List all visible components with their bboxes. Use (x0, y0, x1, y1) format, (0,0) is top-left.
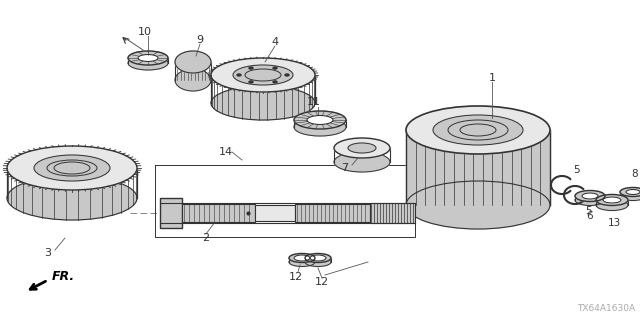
Text: 11: 11 (307, 97, 321, 107)
FancyBboxPatch shape (160, 198, 182, 228)
Ellipse shape (334, 138, 390, 158)
Ellipse shape (211, 86, 315, 120)
Ellipse shape (211, 58, 315, 92)
Ellipse shape (175, 69, 211, 91)
Ellipse shape (273, 67, 277, 69)
Bar (295, 204, 370, 222)
Ellipse shape (305, 258, 331, 267)
Ellipse shape (310, 255, 326, 261)
Ellipse shape (54, 162, 90, 174)
Ellipse shape (620, 191, 640, 201)
Polygon shape (406, 130, 550, 205)
Ellipse shape (289, 253, 315, 262)
Ellipse shape (575, 190, 605, 202)
Ellipse shape (307, 116, 333, 124)
Text: 2: 2 (202, 233, 209, 243)
Text: 6: 6 (587, 211, 593, 221)
Ellipse shape (406, 181, 550, 229)
Ellipse shape (348, 143, 376, 153)
Ellipse shape (596, 199, 628, 211)
Text: 5: 5 (586, 206, 592, 216)
Ellipse shape (626, 189, 640, 195)
Ellipse shape (575, 195, 605, 205)
Bar (182, 204, 255, 222)
Ellipse shape (620, 188, 640, 196)
Ellipse shape (128, 56, 168, 70)
Ellipse shape (596, 195, 628, 205)
Ellipse shape (334, 152, 390, 172)
Ellipse shape (249, 67, 253, 69)
Ellipse shape (294, 111, 346, 129)
Ellipse shape (582, 193, 598, 199)
Text: TX64A1630A: TX64A1630A (577, 304, 635, 313)
Ellipse shape (233, 65, 293, 85)
Text: 4: 4 (271, 37, 278, 47)
Ellipse shape (433, 115, 523, 145)
Text: 7: 7 (341, 163, 349, 173)
Ellipse shape (128, 51, 168, 65)
Ellipse shape (460, 124, 496, 136)
Ellipse shape (237, 74, 241, 76)
Text: 3: 3 (45, 248, 51, 258)
Text: 14: 14 (219, 147, 233, 157)
Text: 8: 8 (632, 169, 638, 179)
Text: 5: 5 (573, 165, 579, 175)
Ellipse shape (245, 69, 281, 81)
Ellipse shape (448, 120, 508, 140)
Text: 12: 12 (289, 272, 303, 282)
Bar (255, 205, 295, 221)
Text: 10: 10 (138, 27, 152, 37)
Ellipse shape (47, 160, 97, 176)
Ellipse shape (603, 197, 621, 203)
Text: FR.: FR. (52, 269, 75, 283)
Ellipse shape (34, 155, 110, 181)
Ellipse shape (249, 81, 253, 83)
Ellipse shape (289, 258, 315, 267)
Text: 13: 13 (607, 218, 621, 228)
Bar (370, 203, 415, 223)
Ellipse shape (175, 51, 211, 73)
Ellipse shape (7, 176, 137, 220)
Text: 9: 9 (196, 35, 204, 45)
Ellipse shape (138, 54, 158, 61)
Text: 1: 1 (488, 73, 495, 83)
Ellipse shape (406, 106, 550, 154)
Ellipse shape (285, 74, 289, 76)
Ellipse shape (7, 146, 137, 190)
Text: 12: 12 (315, 277, 329, 287)
Ellipse shape (305, 253, 331, 262)
Ellipse shape (294, 118, 346, 136)
Ellipse shape (273, 81, 277, 83)
Ellipse shape (294, 255, 310, 261)
